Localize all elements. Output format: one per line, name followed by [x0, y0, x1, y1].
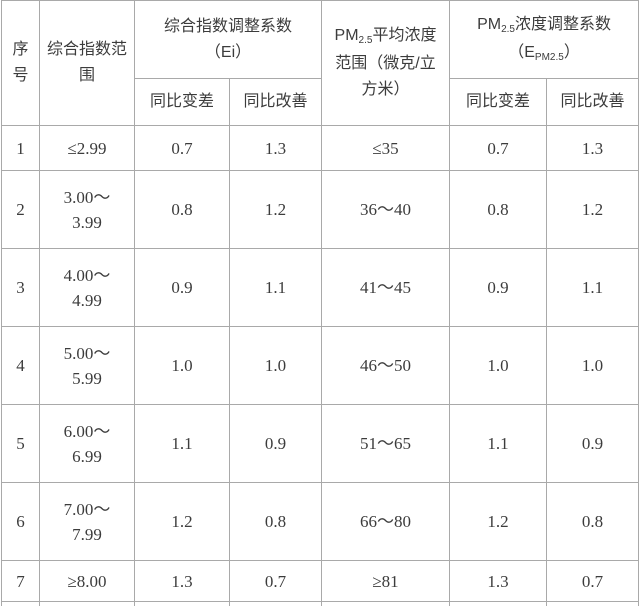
cell-seq: 4: [1, 326, 40, 405]
cell-pm-worse: 0.8: [449, 170, 548, 249]
header-group-row: 序号 综合指数范围 综合指数调整系数 （Ei） PM2.5平均浓度范围（微克/立…: [1, 0, 639, 126]
column-header-pm-coef: PM2.5浓度调整系数 （EPM2.5）: [449, 0, 639, 79]
column-header-pm-range: PM2.5平均浓度范围（微克/立方米）: [321, 0, 451, 126]
paren-open-e: （E: [508, 43, 535, 61]
table-row: 6 7.00～7.99 1.2 0.8 66～80 1.2 0.8: [1, 482, 639, 561]
empty-cell: [134, 601, 230, 606]
empty-cell: [39, 601, 135, 606]
table-body-partial: [1, 601, 639, 606]
cell-index-range: 3.00～3.99: [39, 170, 135, 249]
cell-seq: 7: [1, 560, 40, 602]
table-row: 3 4.00～4.99 0.9 1.1 41～45 0.9 1.1: [1, 248, 639, 327]
cell-ei-worse: 1.1: [134, 404, 230, 483]
cell-index-range: 4.00～4.99: [39, 248, 135, 327]
cell-pm-better: 1.1: [546, 248, 639, 327]
paren-open: （: [204, 43, 221, 61]
cell-ei-better: 1.1: [228, 248, 323, 327]
cell-ei-worse: 0.7: [134, 125, 230, 171]
cell-pm-range: ≤35: [321, 125, 451, 171]
column-header-ei-group: 综合指数调整系数 （Ei）: [133, 0, 323, 79]
cell-ei-worse: 0.9: [134, 248, 230, 327]
cell-pm-range: 36～40: [321, 170, 451, 249]
table-row: 2 3.00～3.99 0.8 1.2 36～40 0.8 1.2: [1, 170, 639, 249]
ei-symbol: Ei: [220, 43, 236, 61]
cell-ei-worse: 1.2: [134, 482, 230, 561]
cell-index-range: ≤2.99: [39, 125, 135, 171]
column-header-ei-better: 同比改善: [228, 78, 323, 126]
empty-cell: [546, 601, 639, 606]
ei-group-title: 综合指数调整系数: [164, 17, 293, 35]
column-header-pm-better: 同比改善: [546, 78, 639, 126]
paren-close: ）: [235, 43, 252, 61]
cell-ei-better: 0.7: [228, 560, 323, 602]
pm-coef-label: 浓度调整系数: [514, 15, 611, 33]
cell-pm-range: 66～80: [321, 482, 451, 561]
table-row: 5 6.00～6.99 1.1 0.9 51～65 1.1 0.9: [1, 404, 639, 483]
empty-cell: [321, 601, 451, 606]
cell-seq: 3: [1, 248, 40, 327]
paren-close: ）: [563, 43, 580, 61]
column-header-pm-worse: 同比变差: [449, 78, 548, 126]
column-header-seq: 序号: [1, 0, 40, 126]
cell-ei-worse: 1.3: [134, 560, 230, 602]
empty-cell: [1, 601, 40, 606]
cell-index-range: 5.00～5.99: [39, 326, 135, 405]
cell-pm-range: 51～65: [321, 404, 451, 483]
cell-index-range: ≥8.00: [39, 560, 135, 602]
partial-row: [1, 601, 639, 606]
cell-pm-worse: 1.3: [449, 560, 548, 602]
pm-coef-title: PM2.5浓度调整系数: [454, 12, 634, 40]
column-header-index-range: 综合指数范围: [39, 0, 135, 126]
cell-pm-range: 46～50: [321, 326, 451, 405]
table-row: 1 ≤2.99 0.7 1.3 ≤35 0.7 1.3: [1, 125, 639, 171]
cell-seq: 6: [1, 482, 40, 561]
cell-pm-better: 1.3: [546, 125, 639, 171]
cell-pm-better: 1.0: [546, 326, 639, 405]
pm-subscript: 2.5: [358, 35, 373, 46]
cell-index-range: 7.00～7.99: [39, 482, 135, 561]
column-header-ei-worse: 同比变差: [134, 78, 230, 126]
cell-ei-better: 1.3: [228, 125, 323, 171]
table-row: 7 ≥8.00 1.3 0.7 ≥81 1.3 0.7: [1, 560, 639, 602]
cell-pm-range: ≥81: [321, 560, 451, 602]
cell-ei-better: 0.8: [228, 482, 323, 561]
cell-pm-worse: 0.9: [449, 248, 548, 327]
cell-seq: 5: [1, 404, 40, 483]
table-header: 序号 综合指数范围 综合指数调整系数 （Ei） PM2.5平均浓度范围（微克/立…: [1, 0, 639, 126]
cell-pm-better: 0.9: [546, 404, 639, 483]
pm-coef-symbol: （EPM2.5）: [454, 40, 634, 68]
pm-label: PM: [477, 15, 502, 33]
cell-pm-worse: 0.7: [449, 125, 548, 171]
cell-ei-worse: 0.8: [134, 170, 230, 249]
header-sub-row: 同比变差 同比改善 同比变差 同比改善: [2, 78, 639, 126]
cell-pm-worse: 1.1: [449, 404, 548, 483]
e-pm-subscript: PM2.5: [534, 51, 564, 63]
table-row: 4 5.00～5.99 1.0 1.0 46～50 1.0 1.0: [1, 326, 639, 405]
cell-seq: 1: [1, 125, 40, 171]
pm-label: PM: [334, 27, 359, 44]
cell-ei-worse: 1.0: [134, 326, 230, 405]
table-body: 1 ≤2.99 0.7 1.3 ≤35 0.7 1.3 2 3.00～3.99 …: [1, 125, 639, 602]
cell-pm-range: 41～45: [321, 248, 451, 327]
cell-seq: 2: [1, 170, 40, 249]
cell-ei-better: 0.9: [228, 404, 323, 483]
pm-subscript: 2.5: [501, 23, 515, 35]
cell-pm-better: 0.7: [546, 560, 639, 602]
cell-pm-better: 1.2: [546, 170, 639, 249]
pm-range-label: 平均浓度范围（微克/立方米）: [335, 27, 437, 98]
empty-cell: [228, 601, 323, 606]
cell-pm-worse: 1.2: [449, 482, 548, 561]
cell-pm-worse: 1.0: [449, 326, 548, 405]
cell-ei-better: 1.0: [228, 326, 323, 405]
empty-cell: [449, 601, 548, 606]
cell-ei-better: 1.2: [228, 170, 323, 249]
cell-pm-better: 0.8: [546, 482, 639, 561]
ei-group-symbol: （Ei）: [139, 40, 317, 66]
cell-index-range: 6.00～6.99: [39, 404, 135, 483]
